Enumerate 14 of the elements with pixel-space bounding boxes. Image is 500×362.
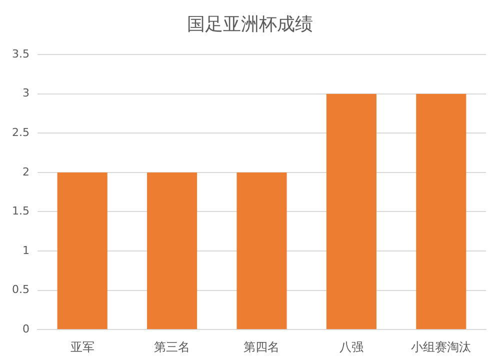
y-tick-label: 2.5	[12, 126, 30, 140]
x-tick-label: 亚军	[70, 340, 94, 354]
x-tick-label: 第四名	[244, 340, 280, 354]
y-tick-label: 0	[22, 322, 30, 336]
y-tick-label: 1	[22, 244, 30, 257]
x-tick-label: 小组赛淘汰	[411, 340, 472, 354]
y-tick-label: 2	[22, 165, 30, 178]
y-tick-label: 0.5	[12, 283, 30, 296]
x-tick-label: 第三名	[154, 340, 190, 354]
y-tick-label: 3.5	[12, 47, 30, 60]
x-tick-label: 八强	[339, 340, 364, 354]
chart-title: 国足亚洲杯成绩	[186, 13, 314, 37]
y-tick-label: 1.5	[12, 204, 30, 218]
y-tick-label: 3	[22, 86, 30, 100]
